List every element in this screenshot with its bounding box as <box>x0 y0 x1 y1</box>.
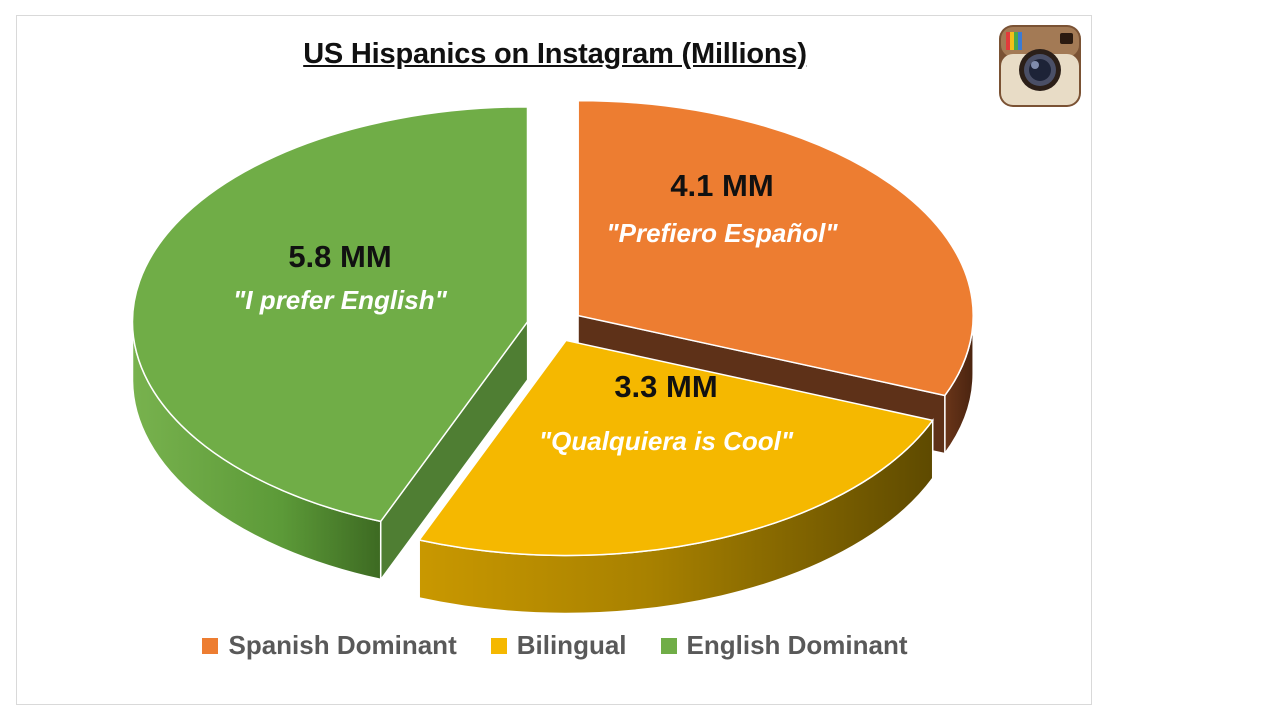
legend-swatch-english <box>660 637 677 654</box>
legend-swatch-spanish <box>202 637 219 654</box>
quote-label-bilingual: "Qualquiera is Cool" <box>539 426 794 456</box>
data-label-english: 5.8 MM <box>288 239 391 274</box>
pie-slice-spanish <box>577 99 974 397</box>
pie-slice-bilingual <box>417 339 935 557</box>
instagram-icon <box>999 25 1081 107</box>
chart-title: US Hispanics on Instagram (Millions) <box>303 38 807 70</box>
legend-item-spanish: Spanish Dominant <box>202 630 457 661</box>
legend-label-bilingual: Bilingual <box>516 630 627 660</box>
data-label-bilingual: 3.3 MM <box>614 369 717 404</box>
legend-swatch-bilingual <box>490 637 507 654</box>
legend-item-bilingual: Bilingual <box>490 630 627 661</box>
legend: Spanish Dominant Bilingual English Domin… <box>0 630 1110 661</box>
quote-label-english: "I prefer English" <box>233 285 448 315</box>
quote-label-spanish: "Prefiero Español" <box>606 218 838 248</box>
pie-slice-english <box>131 106 529 523</box>
legend-label-spanish: Spanish Dominant <box>228 630 457 660</box>
data-label-spanish: 4.1 MM <box>670 168 773 203</box>
legend-item-english: English Dominant <box>660 630 908 661</box>
legend-label-english: English Dominant <box>686 630 908 660</box>
pie-chart: 4.1 MM "Prefiero Español" 3.3 MM "Qualquier… <box>131 99 974 615</box>
